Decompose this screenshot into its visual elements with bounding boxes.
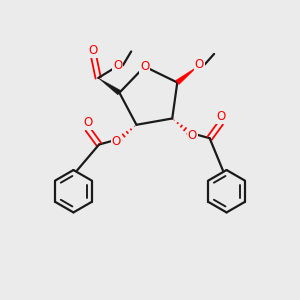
- Text: O: O: [216, 110, 225, 123]
- Text: O: O: [140, 60, 149, 73]
- Text: O: O: [83, 116, 92, 129]
- Text: O: O: [88, 44, 97, 57]
- Text: O: O: [113, 58, 122, 71]
- Polygon shape: [176, 66, 198, 85]
- Text: O: O: [112, 135, 121, 148]
- Text: O: O: [195, 58, 204, 71]
- Polygon shape: [98, 78, 121, 95]
- Text: O: O: [188, 129, 197, 142]
